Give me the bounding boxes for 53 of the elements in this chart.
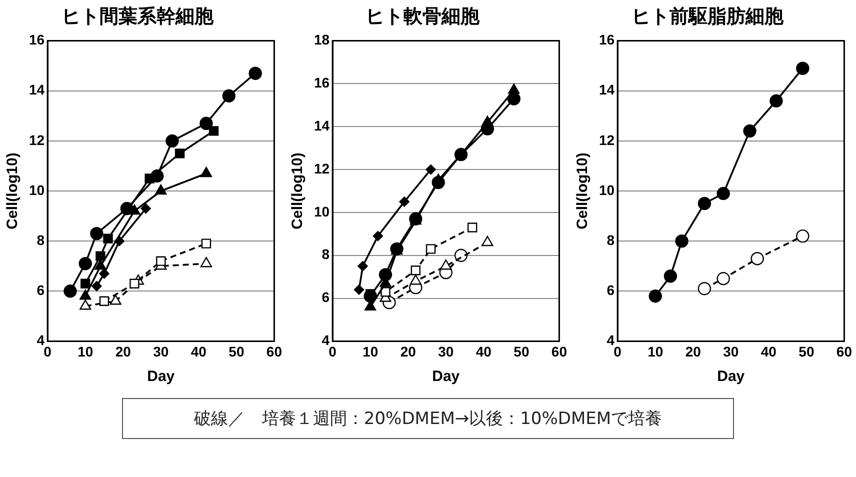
x-tick-label: 20 (400, 343, 416, 360)
x-tick-label: 0 (328, 343, 337, 360)
x-tick-label: 60 (551, 343, 568, 360)
y-tick-label: 14 (314, 117, 330, 134)
x-axis-title: Day (717, 368, 746, 386)
y-tick-label: 10 (314, 203, 330, 220)
y-tick-label: 4 (606, 332, 615, 348)
y-tick-label: 8 (606, 232, 615, 248)
y-tick-label: 16 (598, 32, 615, 48)
x-tick-label: 0 (614, 343, 622, 360)
y-tick-label: 4 (36, 332, 45, 348)
y-tick-label: 10 (28, 182, 45, 198)
y-tick-label: 6 (36, 282, 45, 298)
y-tick-label: 8 (322, 246, 330, 262)
x-tick-label: 60 (836, 343, 852, 360)
y-tick-label: 14 (28, 82, 45, 98)
x-tick-label: 10 (362, 343, 378, 360)
y-axis-title: Cell(log10) (289, 152, 306, 230)
x-tick-label: 50 (228, 343, 244, 360)
x-tick-label: 40 (476, 343, 492, 360)
x-tick-label: 40 (190, 343, 207, 360)
y-tick-label: 14 (598, 82, 615, 98)
x-tick-label: 30 (153, 343, 169, 360)
x-tick-label: 0 (44, 343, 52, 360)
y-tick-label: 6 (322, 289, 330, 306)
x-tick-label: 20 (115, 343, 132, 360)
y-tick-label: 12 (28, 132, 45, 148)
x-tick-label: 40 (760, 343, 777, 360)
text: 破線／ 培養１週間：20%DMEM→以後：10%DMEMで培養 (192, 408, 664, 430)
x-tick-label: 50 (798, 343, 814, 360)
y-tick-label: 12 (598, 132, 615, 148)
y-tick-label: 10 (598, 182, 615, 198)
y-axis-title: Cell(log10) (4, 152, 22, 230)
chart-title: ヒト軟骨細胞 (366, 5, 480, 28)
x-tick-label: 30 (438, 343, 454, 360)
x-tick-label: 20 (685, 343, 702, 360)
x-tick-label: 10 (78, 343, 94, 360)
x-tick-label: 50 (514, 343, 530, 360)
y-tick-label: 8 (36, 232, 45, 248)
y-tick-label: 4 (322, 332, 330, 348)
y-tick-label: 18 (314, 32, 330, 48)
y-tick-label: 12 (314, 160, 330, 176)
chart-title: ヒト間葉系幹細胞 (62, 5, 214, 28)
chart-title: ヒト前駆脂肪細胞 (632, 5, 784, 28)
y-tick-label: 6 (606, 282, 615, 298)
x-axis-title: Day (147, 368, 176, 386)
x-tick-label: 60 (266, 343, 282, 360)
x-tick-label: 10 (648, 343, 664, 360)
y-tick-label: 16 (28, 32, 45, 48)
x-tick-label: 30 (723, 343, 739, 360)
x-axis-title: Day (432, 368, 460, 386)
y-tick-label: 16 (314, 74, 330, 91)
y-axis-title: Cell(log10) (574, 152, 592, 230)
